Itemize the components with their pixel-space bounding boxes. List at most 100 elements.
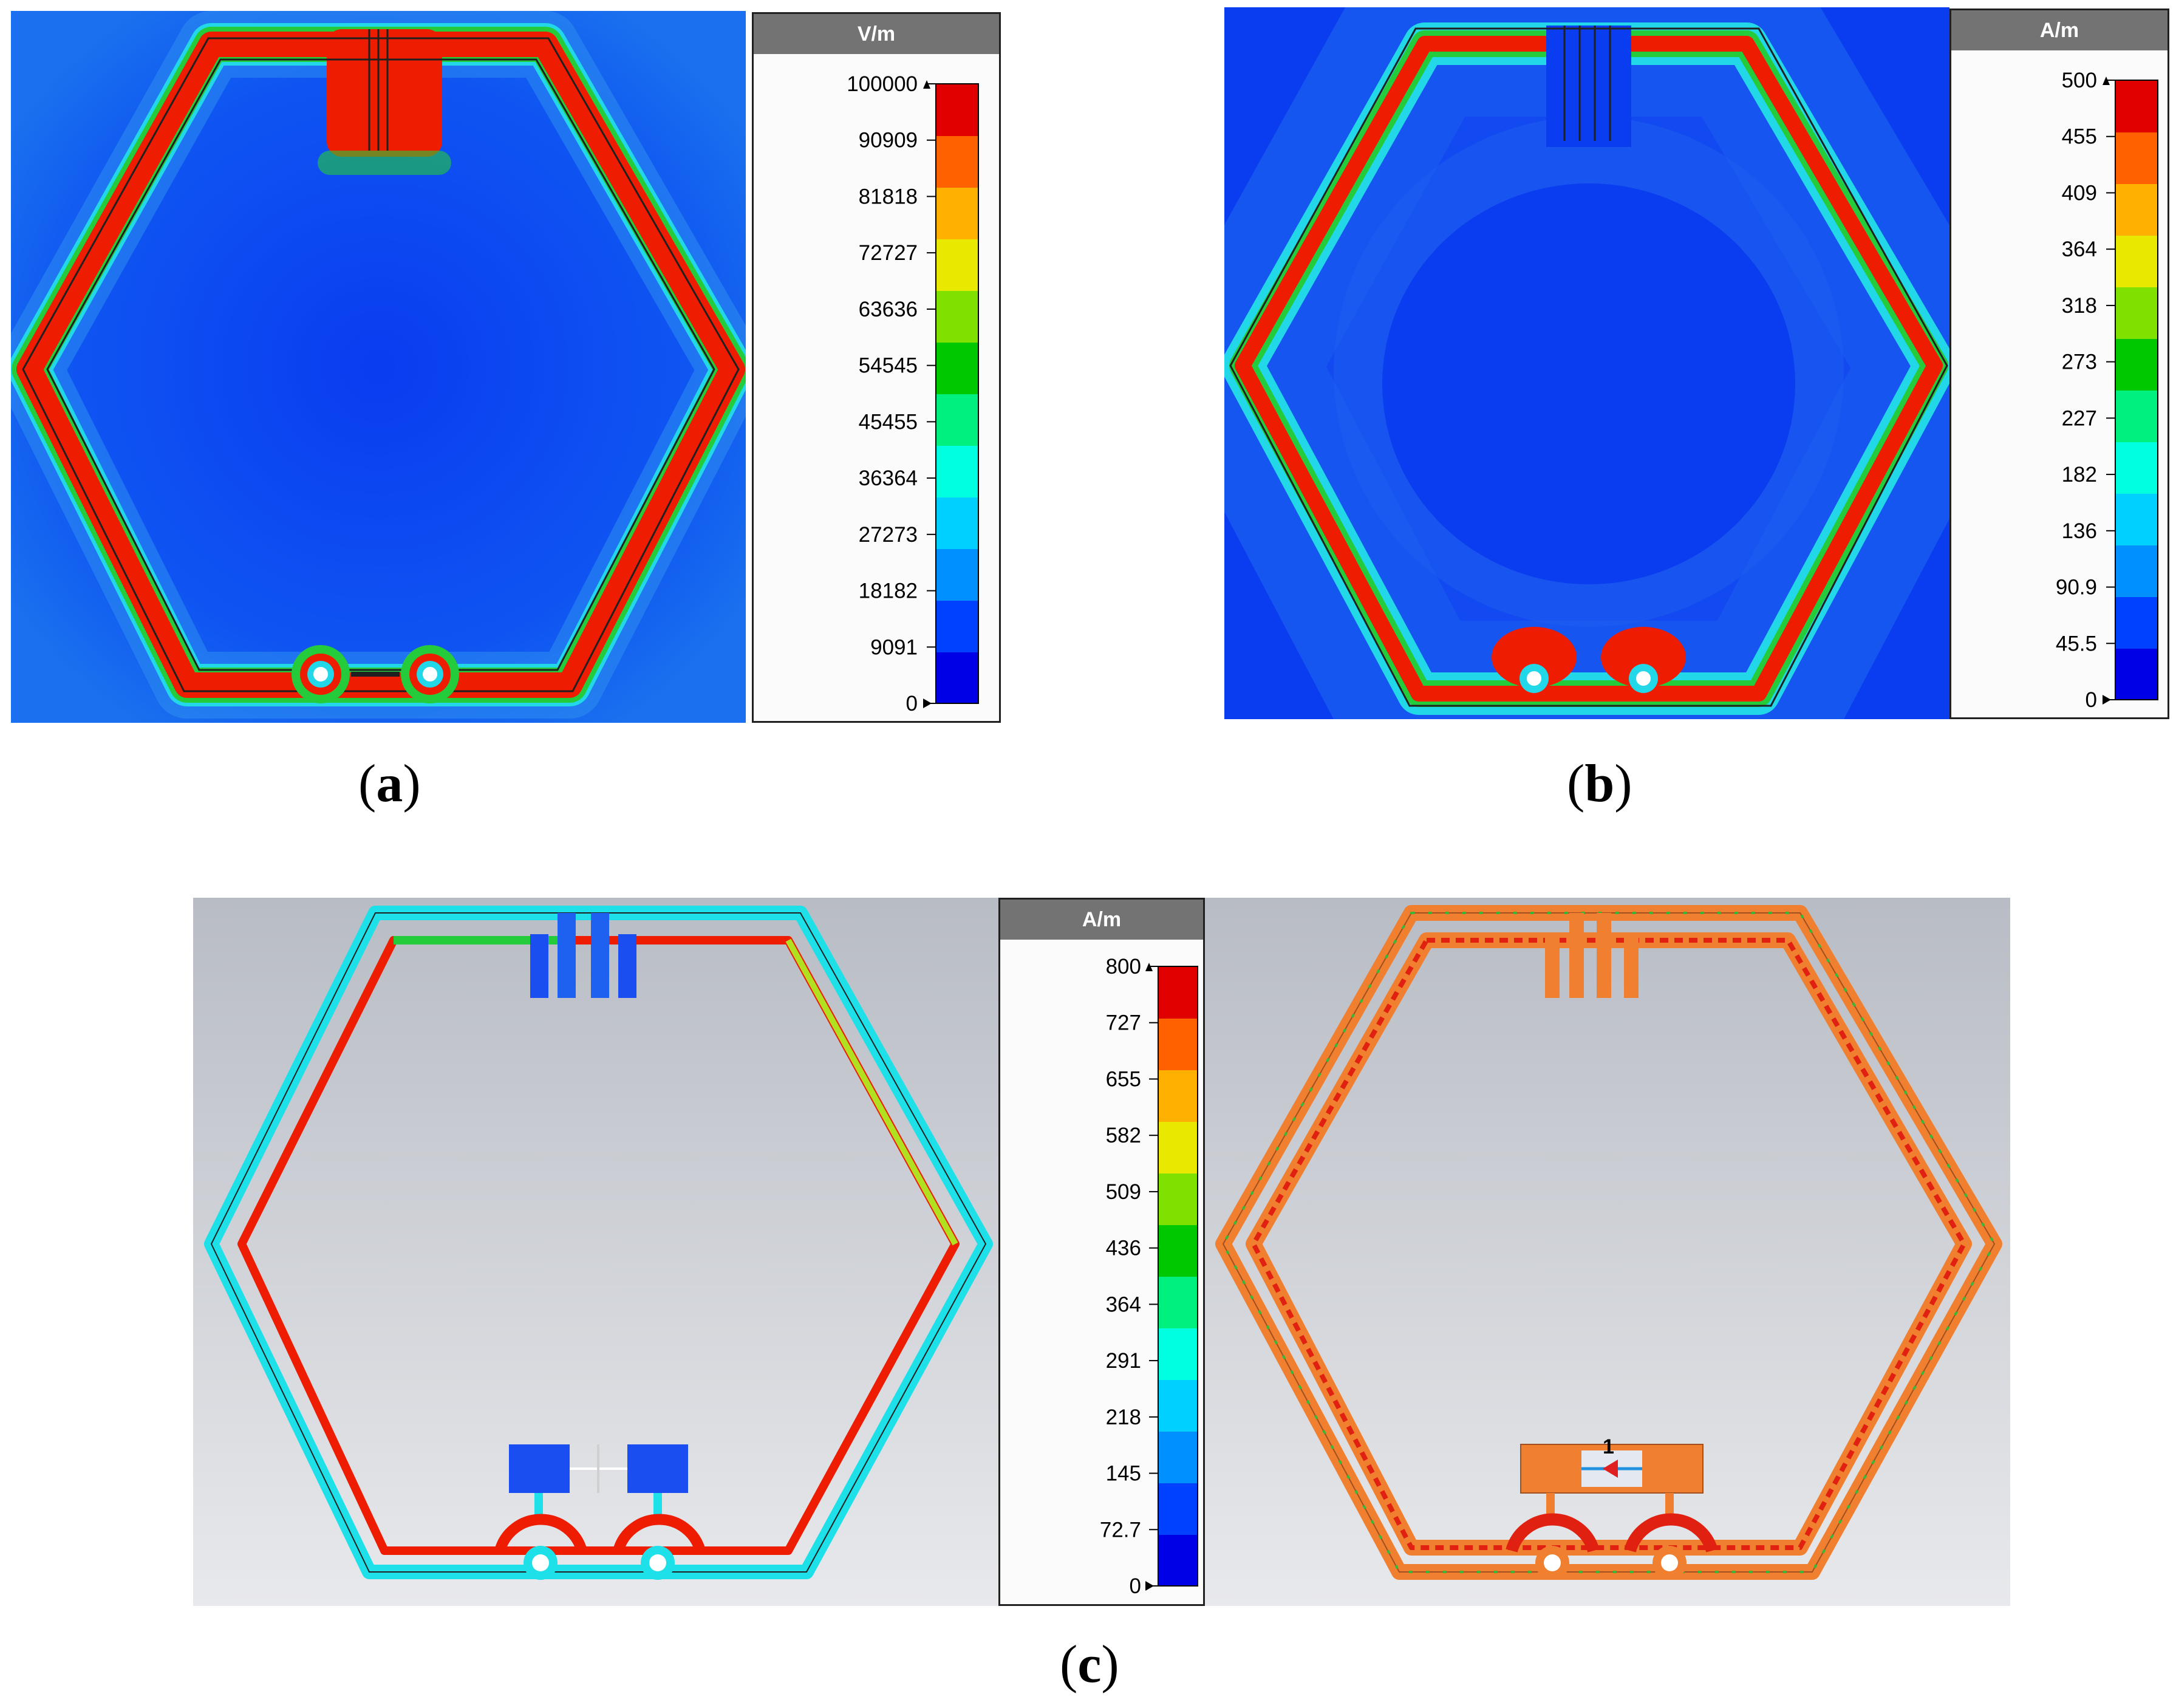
colorbar-b: 500 455 409 364 318 273 227 182 136 90.9 45.5 0	[2056, 69, 2158, 712]
colorbar-segment	[936, 394, 978, 446]
caption-b: (b)	[1567, 754, 1632, 813]
colorbar-segment	[2115, 235, 2158, 287]
colorbar-segment	[936, 600, 978, 652]
colorbar-segment	[1158, 1173, 1198, 1225]
colorbar-tick-label: 500	[2062, 69, 2097, 92]
colorbar-tick-label: 409	[2062, 181, 2097, 205]
colorbar-segment	[1158, 966, 1198, 1019]
colorbar-segment	[1158, 1121, 1198, 1173]
colorbar-segment	[1158, 1483, 1198, 1535]
colorbar-segment	[936, 84, 978, 136]
colorbar-segment	[936, 548, 978, 601]
colorbar-segment	[1158, 1018, 1198, 1070]
colorbar-tick-label: 727	[1106, 1011, 1141, 1035]
h-field-map	[1224, 7, 1949, 719]
colorbar-tick-label: 72727	[859, 241, 918, 265]
colorbar-segment	[2115, 390, 2158, 442]
colorbar-segment	[1158, 1070, 1198, 1122]
colorbar-c: 800 727 655 582 509 436 364 291 218 145 72.7 0	[1100, 955, 1198, 1598]
colorbar-segment	[1158, 1276, 1198, 1328]
colorbar-segment	[2115, 132, 2158, 184]
port-number-label: 1	[1603, 1435, 1614, 1458]
colorbar-segment	[936, 497, 978, 549]
colorbar-segment	[1158, 1379, 1198, 1432]
colorbar-tick-label: 0	[1130, 1574, 1141, 1598]
colorbar-segment	[936, 239, 978, 291]
colorbar-tick-label: 81818	[859, 185, 918, 208]
colorbar-segment	[2115, 493, 2158, 545]
colorbar-segment	[2115, 338, 2158, 391]
colorbar-segment	[936, 135, 978, 188]
port-right	[401, 645, 459, 703]
colorbar-tick-label: 436	[1106, 1237, 1141, 1260]
colorbar-segment	[1158, 1328, 1198, 1380]
colorbar-segment	[2115, 80, 2158, 132]
colorbar-segment	[936, 187, 978, 239]
colorbar-tick-label: 318	[2062, 294, 2097, 318]
colorbar-frame	[2115, 80, 2158, 700]
colorbar-frame	[935, 83, 979, 704]
colorbar-segment	[2115, 442, 2158, 494]
colorbar-segment	[936, 652, 978, 704]
colorbar-tick-label: 655	[1106, 1067, 1141, 1091]
colorbar-tick-label: 0	[906, 692, 918, 716]
colorbar-segment	[1158, 1225, 1198, 1277]
colorbar-tick-label: 0	[2086, 688, 2097, 712]
colorbar-segment	[936, 342, 978, 394]
colorbar-min-marker	[1145, 1581, 1154, 1591]
colorbar-segment	[2115, 596, 2158, 649]
surface-current-map	[193, 898, 998, 1606]
colorbar-tick-label: 291	[1106, 1349, 1141, 1373]
colorbar-tick-label: 36364	[859, 466, 918, 490]
colorbar-min-marker	[2103, 695, 2111, 705]
colorbar-tick-label: 145	[1106, 1462, 1141, 1486]
colorbar-tick-label: 100000	[847, 72, 918, 96]
colorbar-legend-b: A/m 500 455 409 364 318 273 227 182 136 90.9 45.5 0	[1949, 9, 2169, 719]
port-left	[292, 645, 350, 703]
colorbar-tick-label: 45455	[859, 410, 918, 434]
colorbar-max-marker	[2103, 77, 2110, 85]
colorbar-segment	[2115, 648, 2158, 700]
colorbar-segment	[936, 290, 978, 343]
legend-unit-a: V/m	[754, 14, 999, 54]
colorbar-tick-label: 800	[1106, 955, 1141, 979]
colorbar-a: 100000 90909 81818 72727 63636 54545 45455 3636…	[847, 72, 979, 716]
colorbar-legend-c: A/m 800 727 655 582 509 436 364 291 218 145 72.7 0	[998, 898, 1205, 1606]
colorbar-tick-label: 218	[1106, 1406, 1141, 1429]
colorbar-tick-label: 227	[2062, 406, 2097, 430]
colorbar-legend-a: V/m 100000 90909 81818 72727 63636 54545 45455…	[752, 12, 1001, 723]
legend-unit-c: A/m	[1000, 900, 1203, 940]
colorbar-segment	[936, 445, 978, 497]
colorbar-tick-label: 27273	[859, 523, 918, 547]
colorbar-segment	[2115, 545, 2158, 597]
colorbar-tick-label: 273	[2062, 350, 2097, 374]
current-vector-map: 1	[1205, 898, 2010, 1606]
colorbar-tick-label: 509	[1106, 1180, 1141, 1204]
colorbar-tick-label: 54545	[859, 354, 918, 378]
colorbar-tick-label: 136	[2062, 519, 2097, 543]
colorbar-tick-label: 364	[2062, 237, 2097, 261]
legend-unit-b: A/m	[1951, 10, 2167, 50]
colorbar-tick-label: 90.9	[2056, 576, 2097, 600]
colorbar-tick-label: 72.7	[1100, 1518, 1141, 1542]
colorbar-tick-label: 455	[2062, 125, 2097, 149]
colorbar-segment	[2115, 287, 2158, 339]
colorbar-tick-label: 45.5	[2056, 632, 2097, 655]
colorbar-tick-label: 63636	[859, 298, 918, 321]
colorbar-tick-label: 9091	[870, 635, 918, 659]
e-field-map	[11, 11, 746, 723]
colorbar-tick-label: 364	[1106, 1293, 1141, 1316]
colorbar-segment	[2115, 183, 2158, 236]
colorbar-tick-label: 18182	[859, 579, 918, 603]
colorbar-max-marker	[1145, 963, 1153, 971]
colorbar-tick-label: 182	[2062, 463, 2097, 487]
colorbar-max-marker	[923, 80, 930, 89]
colorbar-segment	[1158, 1534, 1198, 1587]
colorbar-frame	[1158, 966, 1198, 1587]
caption-a: (a)	[358, 754, 421, 813]
caption-c: (c)	[1060, 1635, 1119, 1694]
colorbar-min-marker	[923, 699, 932, 708]
colorbar-segment	[1158, 1431, 1198, 1483]
colorbar-tick-label: 90909	[859, 129, 918, 152]
colorbar-tick-label: 582	[1106, 1124, 1141, 1147]
